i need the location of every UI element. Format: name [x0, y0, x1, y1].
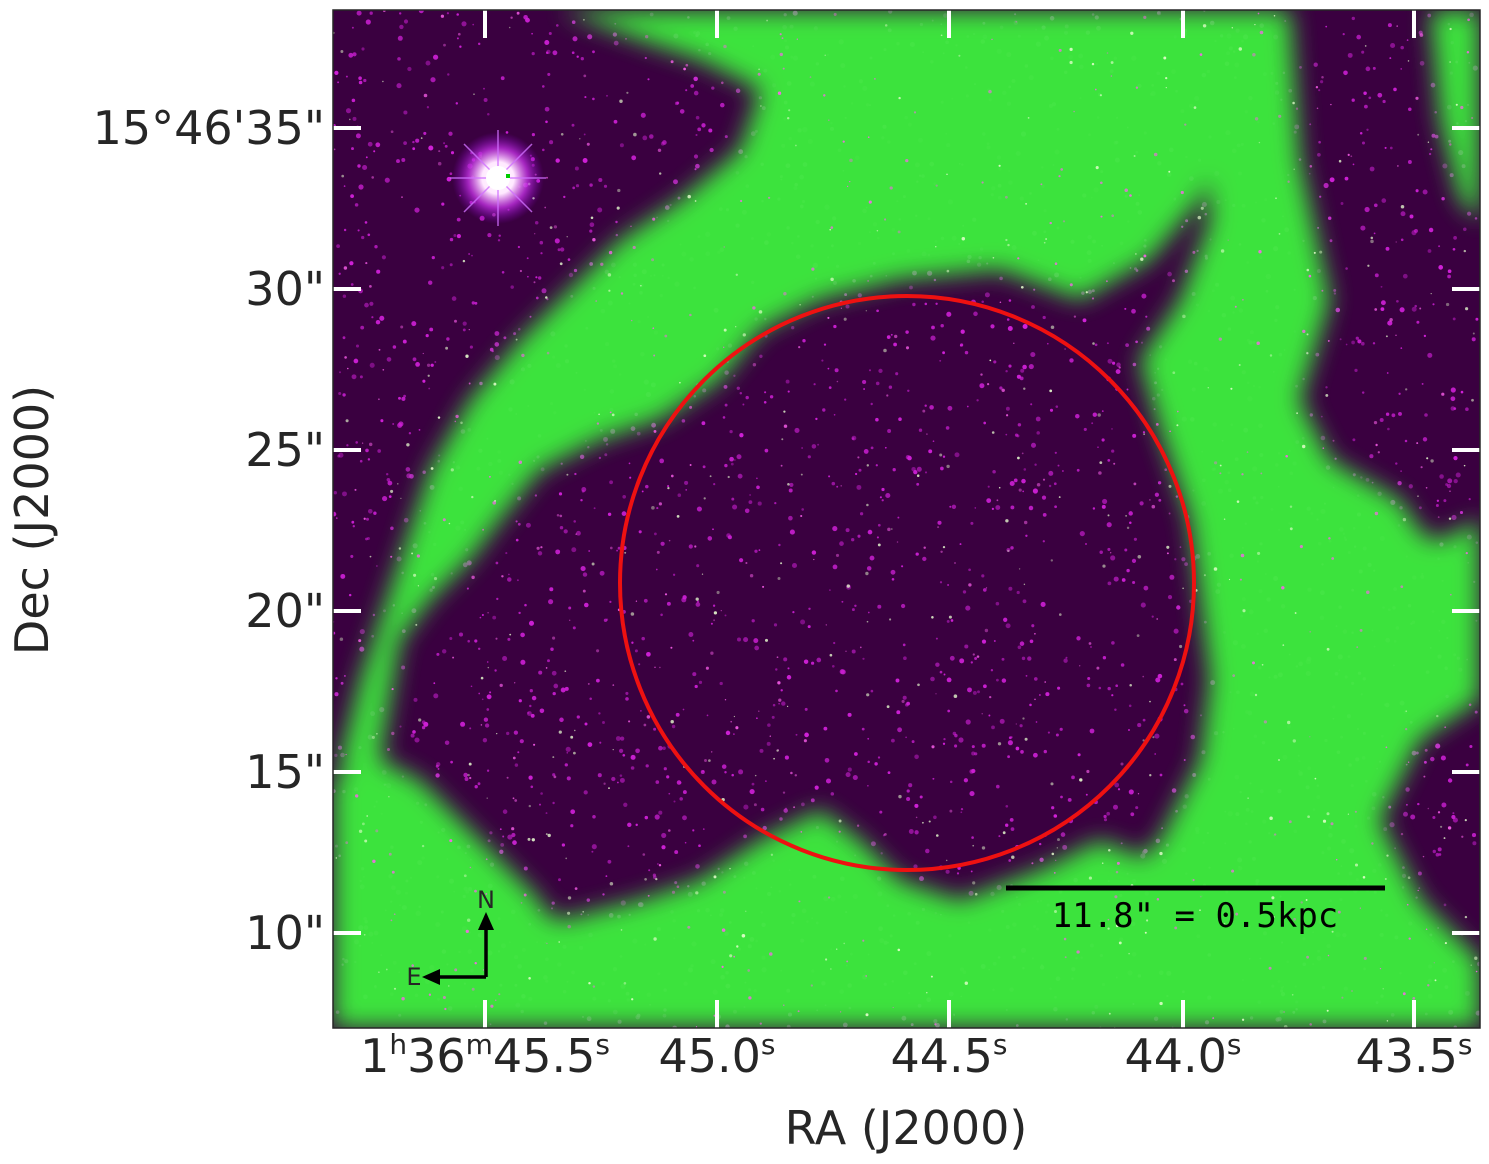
y-tick-label: 30" [245, 262, 325, 316]
x-tick-label: 43.5s [1355, 1028, 1472, 1083]
x-tick-labels: 1h36m45.5s 45.0s 44.5s 44.0s 43.5s [360, 1028, 1472, 1083]
x-tick-label: 45.0s [658, 1028, 775, 1083]
aperture-circle [618, 294, 1196, 872]
y-tick-label: 15" [245, 745, 325, 799]
y-axis-label: Dec (J2000) [5, 385, 59, 655]
x-tick-label: 44.0s [1124, 1028, 1241, 1083]
green-emission-regions [333, 10, 1480, 1028]
compass-north-label: N [477, 886, 495, 914]
compass: N E [406, 886, 495, 991]
y-tick-label: 10" [245, 906, 325, 960]
scale-bar-label: 11.8" = 0.5kpc [1052, 896, 1339, 936]
y-tick-label: 20" [245, 584, 325, 638]
scale-bar: 11.8" = 0.5kpc [1006, 885, 1385, 936]
sky-image: 11.8" = 0.5kpc N E [333, 10, 1480, 1028]
x-tick-label: 44.5s [890, 1028, 1007, 1083]
bright-star [450, 130, 546, 226]
x-axis-label: RA (J2000) [785, 1101, 1028, 1155]
y-tick-label: 15°46'35" [93, 101, 325, 155]
y-tick-label: 25" [245, 423, 325, 477]
compass-east-label: E [406, 963, 421, 991]
stellar-field-speckle-bright [333, 10, 1478, 1028]
x-tick-label: 1h36m45.5s [360, 1028, 610, 1083]
tick-marks [333, 10, 1480, 1028]
y-tick-labels: 15°46'35" 30" 25" 20" 15" 10" [93, 101, 325, 960]
